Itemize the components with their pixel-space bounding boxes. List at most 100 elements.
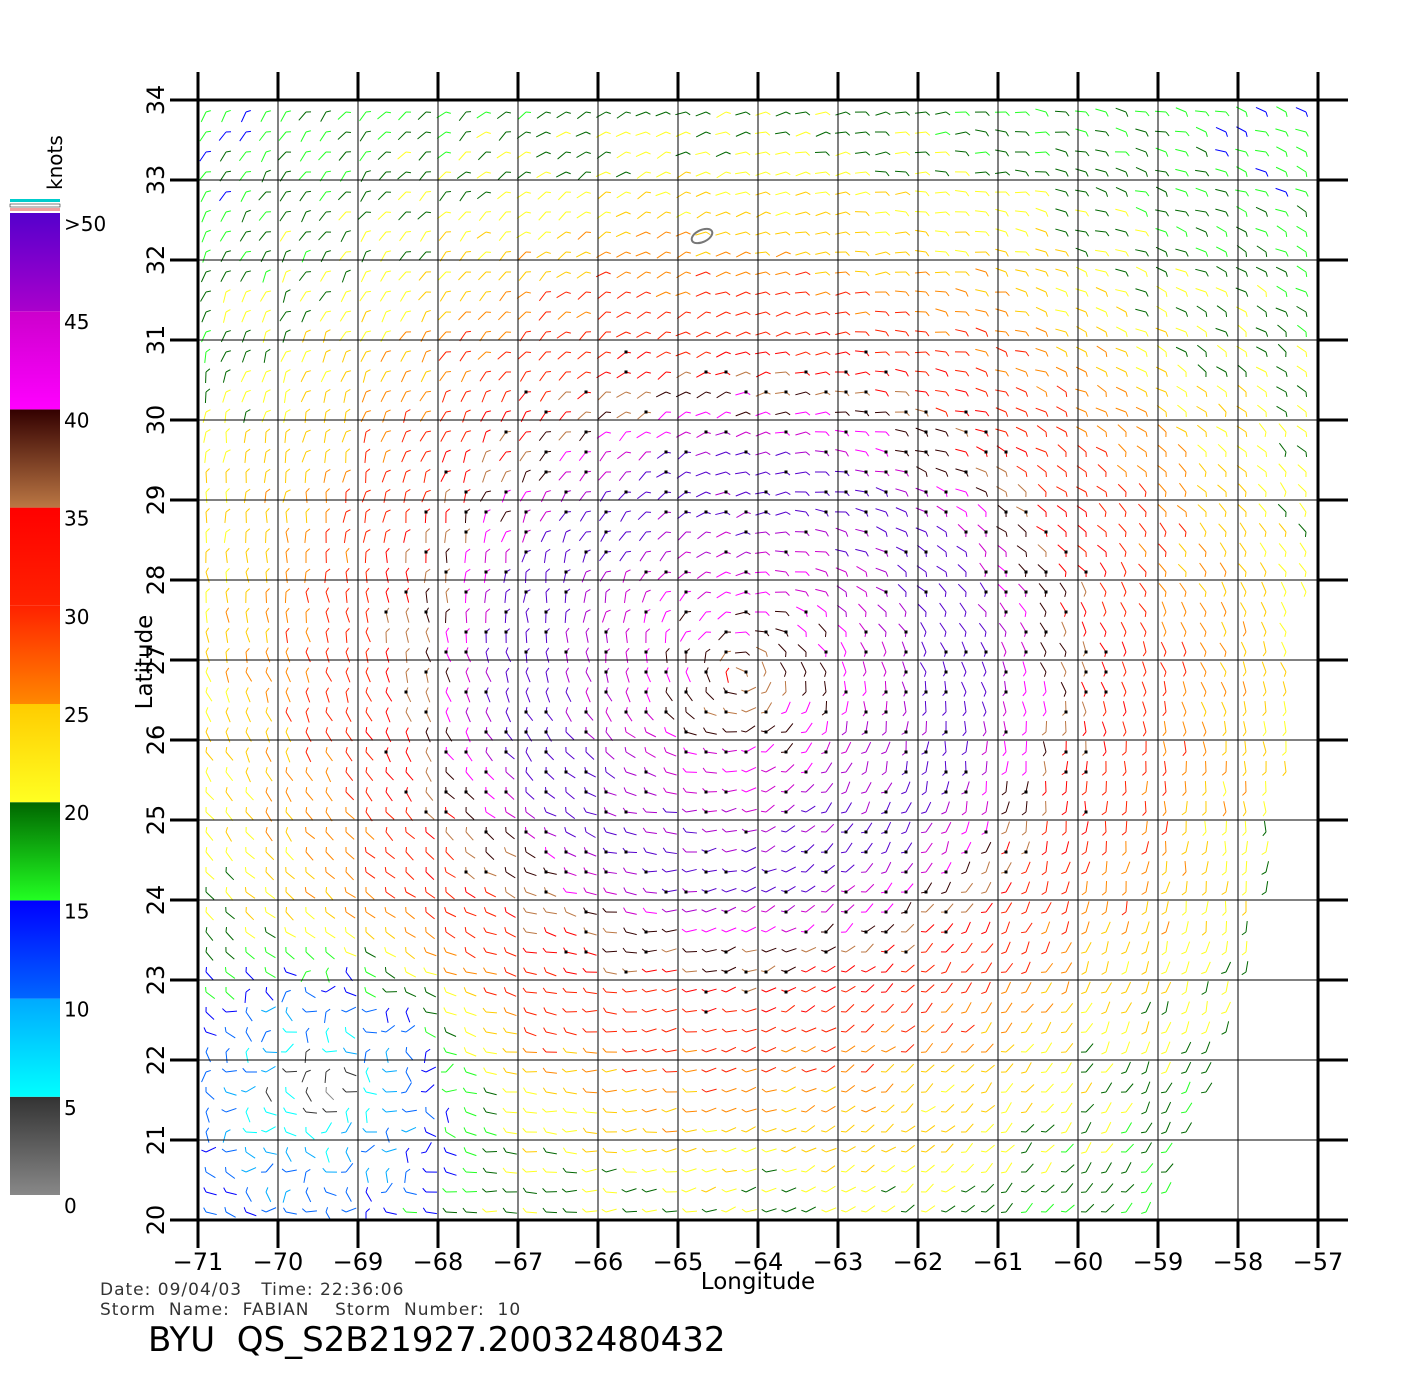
wind-barb (643, 767, 657, 777)
wind-barb (880, 1104, 895, 1113)
wind-barb (1261, 881, 1269, 896)
wind-barb (205, 866, 215, 880)
wind-barb (701, 887, 717, 894)
wind-barb (721, 1107, 737, 1113)
wind-barb (981, 821, 989, 835)
wind-barb (722, 707, 737, 715)
wind-barb (722, 728, 738, 733)
wind-barb (405, 1046, 414, 1061)
wind-barb (721, 1028, 737, 1033)
wind-barb (562, 1047, 577, 1054)
wind-barb (840, 823, 854, 834)
wind-barb (1120, 1122, 1132, 1134)
wind-barb (504, 886, 516, 899)
wind-barb (225, 707, 231, 723)
wind-barb (1142, 701, 1147, 717)
wind-barb (641, 1008, 657, 1013)
wind-barb (225, 906, 235, 920)
wind-barb (661, 928, 677, 933)
wind-barb (582, 1107, 598, 1114)
wind-barb (325, 747, 333, 762)
wind-barb (364, 906, 376, 919)
wind-barb (880, 944, 895, 954)
wind-barb (205, 1107, 210, 1123)
wind-barb (1100, 1063, 1114, 1073)
wind-barb (1182, 721, 1187, 737)
wind-barb (981, 1082, 992, 1094)
wind-barb (402, 1207, 418, 1214)
wind-barb (900, 923, 915, 933)
wind-barb (921, 801, 932, 814)
wind-barb (544, 766, 555, 780)
wind-barb (861, 1106, 876, 1113)
wind-barb (1161, 860, 1168, 876)
wind-barb (1241, 860, 1248, 876)
wind-barb (1081, 1162, 1092, 1174)
wind-barb (305, 1027, 310, 1043)
wind-barb (1020, 1142, 1033, 1154)
wind-barb (881, 761, 888, 776)
wind-barb (405, 727, 411, 743)
wind-barb (900, 1044, 915, 1053)
wind-barb (345, 826, 355, 840)
latitude-tick-label: 30 (142, 405, 170, 436)
wind-barb (741, 725, 756, 733)
wind-barb (623, 907, 637, 915)
wind-barb (701, 1186, 717, 1193)
wind-barb (901, 740, 908, 756)
wind-barb (443, 967, 457, 976)
wind-barb (1082, 721, 1087, 737)
wind-barb (364, 987, 376, 998)
wind-barb (900, 1083, 915, 1093)
wind-barb (582, 987, 597, 995)
wind-barb (502, 1127, 517, 1135)
wind-barb (821, 1086, 836, 1093)
longitude-tick-label: −71 (173, 1248, 224, 1276)
wind-barb (1262, 801, 1267, 817)
wind-barb (701, 948, 717, 953)
wind-barb (305, 866, 315, 880)
wind-barb (583, 807, 597, 816)
wind-barb (840, 1124, 855, 1133)
wind-barb (920, 984, 935, 993)
wind-barb (285, 906, 294, 921)
wind-barb (1002, 721, 1008, 737)
wind-barb (440, 1063, 454, 1073)
wind-barb (542, 947, 558, 954)
wind-barb (1141, 1142, 1152, 1154)
wind-barb (702, 788, 718, 794)
wind-barb (581, 1168, 597, 1173)
wind-barb (343, 1067, 357, 1077)
wind-barb (205, 966, 214, 981)
wind-barb (880, 963, 894, 973)
wind-barb (1141, 1061, 1150, 1075)
wind-barb (222, 1008, 238, 1013)
wind-barb (960, 1024, 975, 1033)
wind-barb (821, 721, 829, 736)
wind-barb (741, 948, 757, 953)
wind-barb (522, 907, 537, 915)
wind-barb (360, 1144, 375, 1153)
wind-barb (1161, 941, 1168, 956)
wind-barb (542, 1188, 558, 1193)
wind-barb (1161, 1121, 1171, 1135)
wind-barb (225, 746, 234, 761)
wind-barb (981, 741, 988, 756)
wind-barb (485, 846, 495, 860)
wind-barb (225, 766, 234, 782)
wind-barb (1000, 1022, 1013, 1034)
wind-barb (205, 746, 214, 761)
colorbar-segment (10, 409, 60, 508)
wind-barb (920, 1042, 934, 1053)
wind-barb (1101, 1021, 1110, 1035)
wind-barb (960, 1043, 974, 1053)
wind-barb (504, 746, 515, 760)
wind-barb (1142, 800, 1147, 816)
wind-barb (920, 1083, 934, 1093)
wind-barb (522, 1047, 538, 1054)
wind-barb (1121, 800, 1128, 816)
wind-barb (1121, 901, 1128, 916)
wind-barb (305, 806, 314, 821)
wind-barb (761, 926, 776, 933)
